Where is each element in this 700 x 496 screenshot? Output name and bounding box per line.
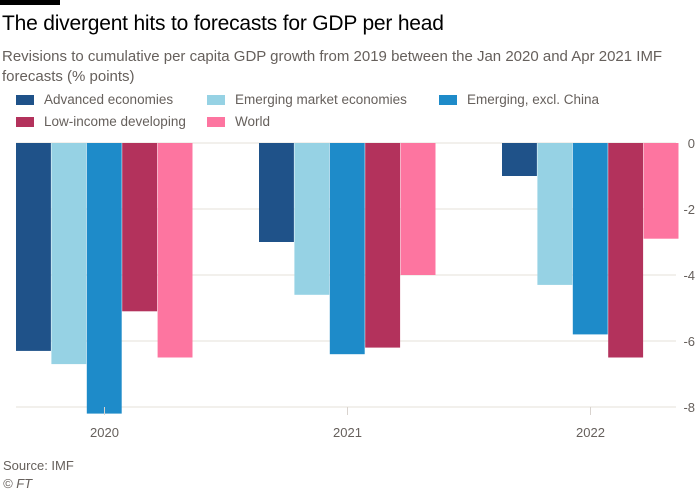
legend-item-low-income: Low-income developing [16,114,186,129]
legend-item-world: World [207,114,270,129]
y-tick-label: -2 [683,202,695,217]
bars [16,143,679,414]
legend-swatch [207,94,225,105]
brand-bar [0,0,60,5]
y-tick-label: 0 [688,136,695,151]
axes: 0 -2 -4 -6 -8 2020 2021 2022 [90,136,695,440]
bar-emerging-excl-china-2021 [329,143,365,355]
legend-swatch [16,94,34,105]
bar-advanced-economies-2020 [16,143,51,351]
bar-advanced-economies-2021 [259,143,294,242]
legend-label: World [235,114,271,129]
legend-swatch [16,116,34,127]
bar-emerging-market-economies-2021 [294,143,330,295]
copyright: © FT [3,476,33,491]
bar-world-2020 [157,143,193,358]
chart-subtitle: Revisions to cumulative per capita GDP g… [2,48,663,85]
source-note: Source: IMF [3,458,74,473]
bar-low-income-developing-2020 [122,143,158,312]
x-tick-label: 2020 [90,425,119,440]
legend: Advanced economies Emerging market econo… [16,92,696,134]
chart-title: The divergent hits to forecasts for GDP … [2,12,444,35]
bar-emerging-market-economies-2022 [537,143,573,285]
y-tick-label: -8 [683,400,695,415]
bar-world-2022 [643,143,679,239]
legend-swatch [207,116,225,127]
legend-label: Emerging market economies [235,92,407,107]
legend-label: Low-income developing [44,114,186,129]
y-tick-label: -4 [683,268,695,283]
bar-world-2021 [400,143,436,275]
legend-item-advanced: Advanced economies [16,92,173,107]
bar-emerging-excl-china-2022 [572,143,608,335]
legend-item-emerging: Emerging market economies [207,92,407,107]
legend-label: Advanced economies [44,92,174,107]
bar-emerging-market-economies-2020 [51,143,87,365]
bar-low-income-developing-2021 [365,143,401,348]
legend-label: Emerging, excl. China [467,92,600,107]
legend-swatch [439,94,457,105]
legend-item-emerging-excl-china: Emerging, excl. China [439,92,599,107]
bar-low-income-developing-2022 [608,143,644,358]
bar-advanced-economies-2022 [502,143,537,176]
bar-emerging-excl-china-2020 [86,143,122,414]
x-tick-label: 2022 [576,425,605,440]
x-tick-label: 2021 [333,425,362,440]
y-tick-label: -6 [683,334,695,349]
